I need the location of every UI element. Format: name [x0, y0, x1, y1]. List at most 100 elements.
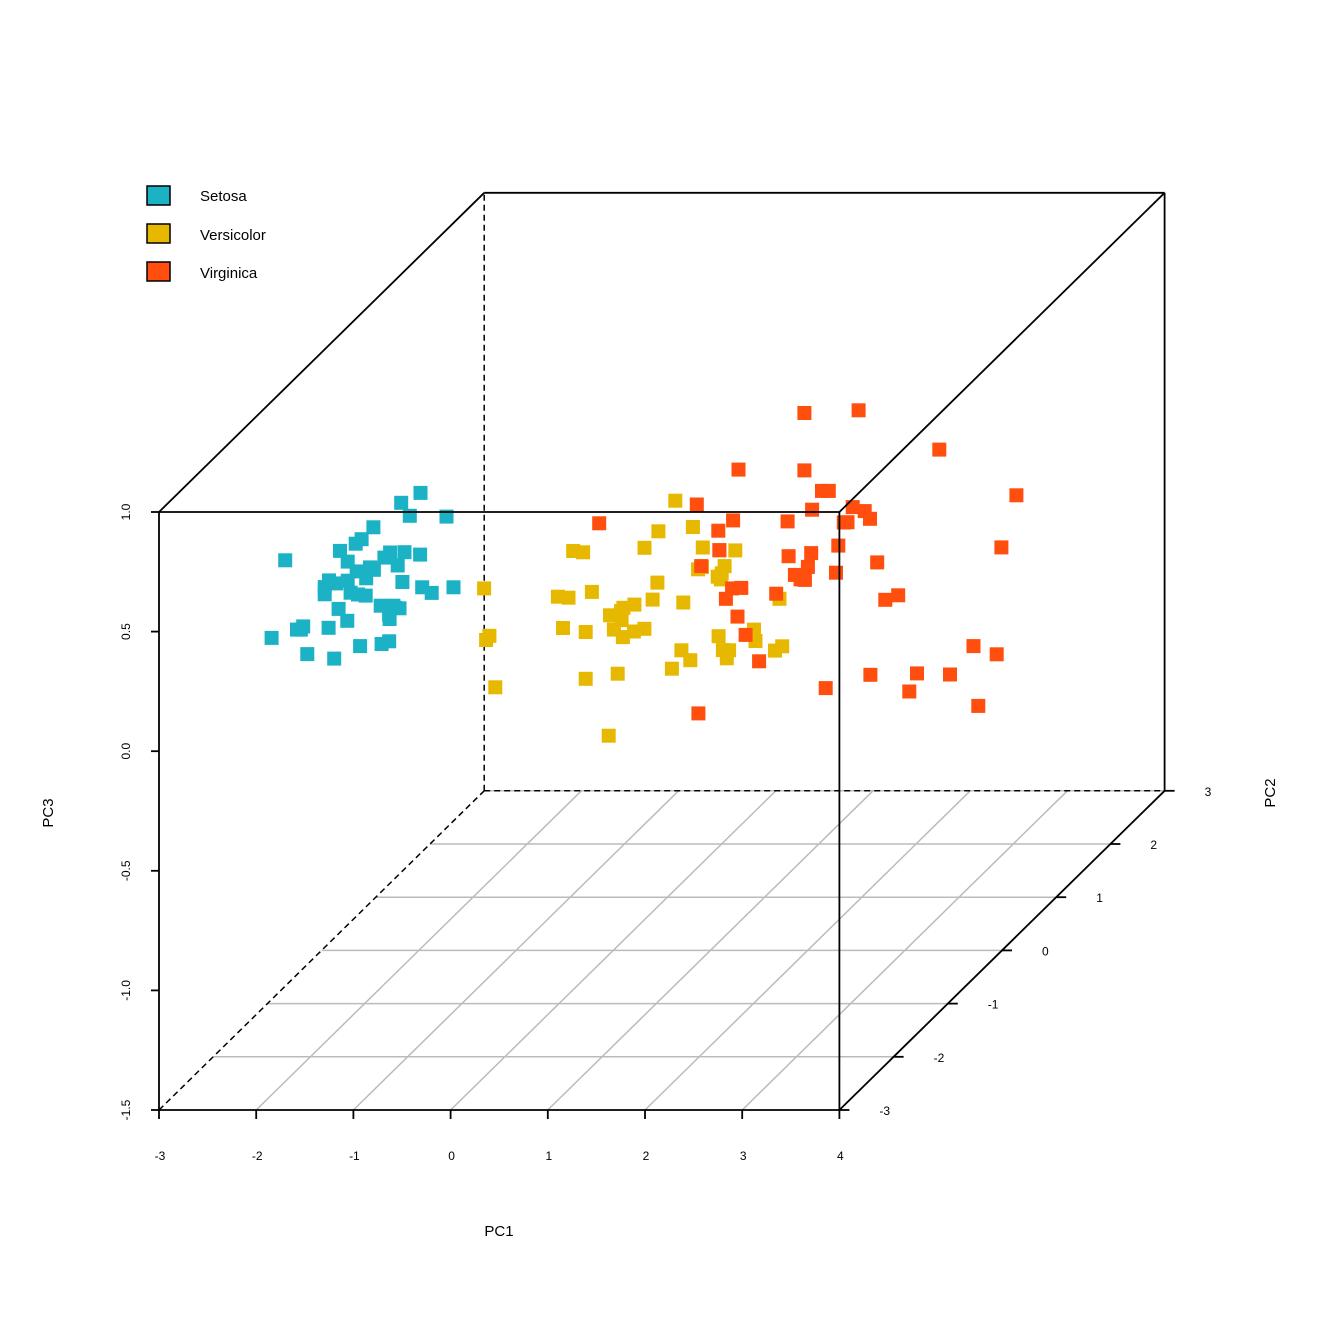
point-virginica [734, 580, 749, 595]
point-virginica [804, 546, 819, 561]
y-tick-label: 1 [1096, 891, 1103, 905]
point-virginica [994, 540, 1009, 555]
point-versicolor [717, 559, 732, 574]
point-virginica [815, 483, 829, 498]
point-versicolor [488, 680, 503, 695]
x-tick-label: -2 [252, 1149, 263, 1163]
point-setosa [366, 562, 381, 577]
point-setosa [278, 553, 293, 568]
point-setosa [333, 543, 347, 558]
point-setosa [439, 509, 454, 524]
point-setosa [397, 545, 412, 560]
point-setosa [353, 639, 368, 654]
point-versicolor [722, 643, 737, 658]
box-back-edges [158, 192, 1165, 1111]
point-virginica [800, 559, 815, 574]
point-versicolor [584, 584, 599, 599]
point-virginica [780, 514, 795, 529]
point-versicolor [645, 592, 660, 607]
point-setosa [340, 613, 355, 628]
point-virginica [891, 588, 906, 603]
point-setosa [349, 564, 364, 579]
point-virginica [932, 442, 947, 457]
y-tick-label: 2 [1150, 838, 1157, 852]
point-setosa [329, 576, 344, 591]
point-versicolor [578, 625, 593, 639]
point-setosa [296, 619, 311, 634]
point-virginica [840, 515, 855, 530]
point-virginica [691, 706, 706, 721]
point-virginica [592, 516, 607, 531]
legend-label-virginica: Virginica [200, 265, 258, 282]
point-versicolor [477, 581, 492, 596]
point-versicolor [674, 643, 689, 658]
z-axis-title: PC3 [40, 798, 57, 827]
z-tick-label: -0.5 [119, 860, 133, 881]
x-tick-label: 3 [740, 1149, 747, 1163]
point-virginica [769, 586, 784, 601]
point-setosa [390, 558, 405, 573]
point-versicolor [610, 666, 625, 681]
z-tick-label: -1.0 [119, 980, 133, 1001]
point-versicolor [637, 540, 652, 555]
point-virginica [845, 500, 860, 515]
data-points [264, 403, 1024, 743]
point-versicolor [578, 671, 593, 686]
legend-item-setosa: Setosa [146, 185, 247, 206]
point-versicolor [685, 520, 700, 534]
legend-swatch-virginica [146, 261, 171, 282]
point-virginica [712, 543, 727, 558]
point-versicolor [664, 661, 679, 676]
y-tick-label: 0 [1042, 944, 1049, 958]
point-setosa [366, 520, 381, 535]
point-versicolor [601, 728, 616, 743]
box-edge [838, 192, 1166, 513]
legend-swatch-versicolor [146, 223, 171, 244]
point-virginica [793, 572, 808, 587]
z-tick-label: 1.0 [119, 503, 133, 520]
point-versicolor [576, 545, 591, 560]
point-setosa [317, 580, 332, 595]
point-versicolor [626, 624, 641, 639]
point-setosa [321, 620, 336, 635]
point-setosa [395, 575, 410, 589]
point-setosa [348, 536, 363, 551]
box-edge [158, 192, 485, 513]
point-virginica [863, 667, 878, 682]
legend-label-versicolor: Versicolor [200, 227, 266, 244]
point-versicolor [482, 628, 497, 643]
point-setosa [402, 508, 417, 523]
point-versicolor [606, 622, 621, 637]
point-virginica [730, 609, 745, 624]
point-setosa [394, 495, 409, 510]
point-versicolor [711, 629, 726, 644]
point-virginica [878, 592, 893, 607]
point-virginica [781, 549, 796, 564]
z-tick-label: 0.0 [119, 743, 133, 760]
point-versicolor [728, 543, 743, 558]
x-tick-label: 1 [545, 1149, 552, 1163]
box-edge-hidden [158, 790, 485, 1111]
point-versicolor [616, 600, 631, 615]
y-tick-label: -1 [988, 998, 999, 1012]
point-versicolor [668, 493, 683, 508]
point-setosa [386, 598, 401, 613]
point-virginica [797, 463, 812, 478]
x-tick-label: 0 [448, 1149, 455, 1163]
point-virginica [752, 654, 767, 669]
point-versicolor [650, 575, 665, 590]
x-tick-label: 4 [837, 1149, 844, 1163]
point-virginica [731, 462, 746, 477]
box-front-edges [158, 191, 1166, 1111]
point-virginica [797, 406, 812, 420]
point-setosa [264, 630, 279, 645]
point-versicolor [556, 621, 570, 635]
point-versicolor [676, 595, 691, 610]
point-virginica [711, 523, 726, 538]
y-tick-label: -3 [879, 1104, 890, 1118]
point-setosa [383, 545, 398, 560]
axis-ticks: -3 -2 -1 0 1 2 3 4 -3 -2 -1 0 1 2 3 -1.5 -1.0 -0.5 0.0 0.5 1… [119, 503, 1212, 1163]
y-tick-label: -2 [934, 1051, 945, 1065]
x-axis-title: PC1 [484, 1223, 513, 1240]
point-versicolor [550, 589, 565, 604]
